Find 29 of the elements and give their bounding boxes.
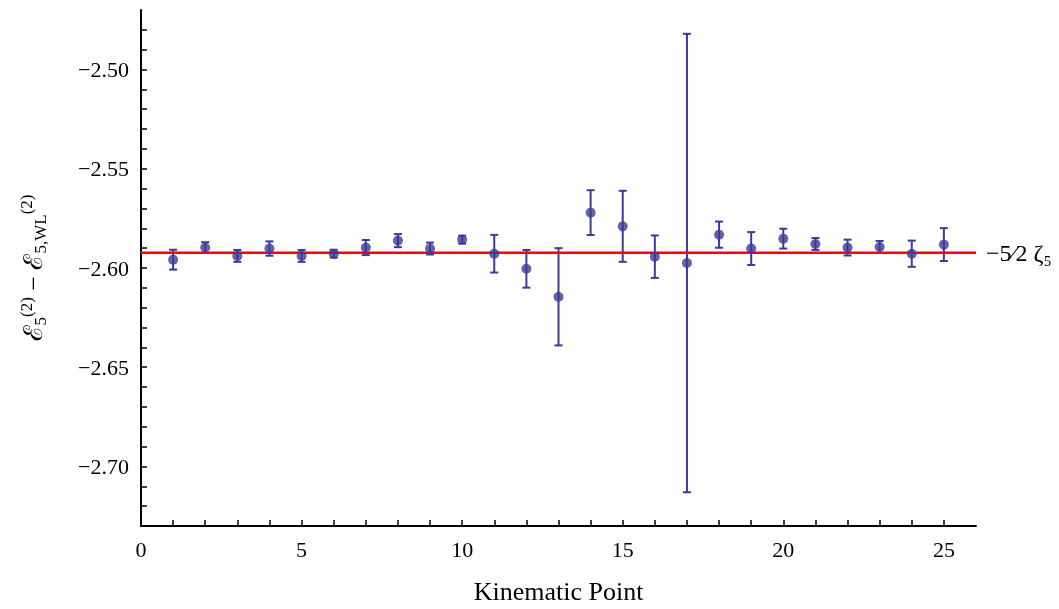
y-tick-label: −2.50	[78, 57, 129, 83]
x-tick-label: 0	[135, 536, 147, 562]
point	[906, 248, 917, 259]
point	[521, 263, 532, 274]
point	[938, 239, 949, 250]
x-tick-label: 15	[611, 536, 634, 562]
x-axis-title: Kinematic Point	[473, 576, 645, 606]
ref-line-label: −5⁄2 ζ₅	[986, 239, 1052, 266]
x-tick-label: 25	[932, 536, 955, 562]
point	[714, 229, 725, 240]
y-tick-label: −2.70	[78, 453, 129, 479]
y-tick-label: −2.65	[78, 354, 129, 380]
point	[489, 248, 500, 259]
y-axis-title: ℰ5(2) − ℰ5,WL(2)	[17, 194, 50, 342]
x-tick-label: 5	[296, 536, 308, 562]
point	[617, 221, 628, 232]
point	[585, 207, 596, 218]
x-tick-label: 10	[451, 536, 474, 562]
point	[649, 251, 660, 262]
point	[553, 291, 564, 302]
point	[842, 242, 853, 253]
point	[168, 254, 179, 265]
y-tick-label: −2.55	[78, 156, 129, 182]
y-tick-label: −2.60	[78, 255, 129, 281]
point	[778, 233, 789, 244]
point	[360, 242, 371, 253]
point	[746, 243, 757, 254]
point	[681, 258, 692, 269]
x-tick-label: 20	[772, 536, 795, 562]
